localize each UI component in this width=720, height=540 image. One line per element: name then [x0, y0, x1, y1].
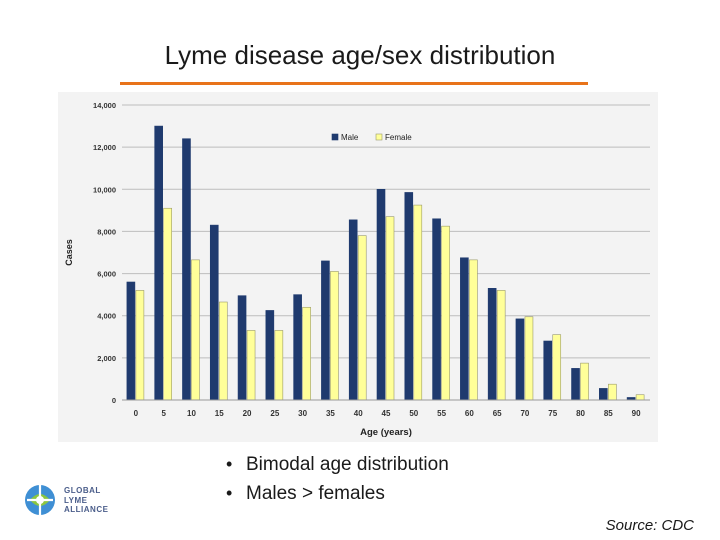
bullet-item: • Males > females	[226, 479, 449, 508]
bar-female	[469, 259, 478, 401]
legend-label: Male	[341, 133, 359, 142]
source-note: Source: CDC	[605, 517, 694, 534]
bar-male	[599, 388, 608, 401]
bar-female	[635, 394, 645, 401]
legend-label: Female	[385, 133, 412, 142]
bar-female	[191, 259, 200, 401]
bar-female	[413, 204, 423, 401]
logo-wordmark: GLOBAL LYME ALLIANCE	[64, 486, 108, 515]
x-tick-label: 80	[576, 409, 585, 418]
x-tick-label: 60	[465, 409, 474, 418]
bullet-list: • Bimodal age distribution • Males > fem…	[226, 450, 449, 508]
global-lyme-alliance-logo-icon	[25, 485, 55, 515]
bar-male	[348, 219, 358, 401]
bar-female	[580, 362, 589, 401]
bullet-text: Bimodal age distribution	[246, 454, 449, 475]
x-tick-label: 25	[270, 409, 279, 418]
x-tick-label: 20	[243, 409, 252, 418]
x-tick-label: 10	[187, 409, 196, 418]
bar-male	[543, 340, 553, 401]
bar-female	[330, 271, 339, 401]
bar-male	[404, 192, 414, 401]
bar-female	[552, 334, 562, 401]
x-tick-label: 40	[354, 409, 363, 418]
bar-male	[515, 318, 525, 401]
bar-male	[126, 281, 136, 401]
bar-male	[432, 218, 441, 401]
x-tick-label: 55	[437, 409, 446, 418]
bar-female	[385, 216, 395, 401]
y-tick-label: 2,000	[97, 354, 116, 363]
x-tick-label: 30	[298, 409, 307, 418]
x-tick-label: 35	[326, 409, 335, 418]
bullet-dot: •	[226, 483, 233, 503]
bar-female	[246, 330, 256, 401]
x-tick-label: 75	[548, 409, 557, 418]
y-tick-label: 14,000	[93, 101, 116, 110]
y-tick-label: 0	[112, 396, 116, 405]
bar-female	[608, 383, 617, 401]
bar-male	[293, 294, 302, 401]
x-tick-label: 90	[632, 409, 641, 418]
bar-male	[209, 224, 219, 401]
y-tick-label: 6,000	[97, 270, 116, 279]
y-tick-label: 8,000	[97, 227, 116, 236]
bar-male	[376, 188, 386, 401]
bar-female	[524, 316, 534, 401]
x-axis-label: Age (years)	[360, 427, 412, 438]
x-tick-label: 15	[215, 409, 224, 418]
bar-male	[487, 288, 497, 401]
bar-male	[460, 257, 469, 401]
bar-female	[218, 301, 228, 401]
x-tick-label: 0	[134, 409, 139, 418]
x-tick-label: 5	[161, 409, 166, 418]
logo-line: LYME	[64, 495, 88, 505]
slide-title: Lyme disease age/sex distribution	[164, 40, 556, 70]
bar-female	[357, 235, 367, 401]
legend-swatch	[375, 133, 383, 141]
bullet-item: • Bimodal age distribution	[226, 450, 449, 479]
bar-female	[441, 225, 450, 401]
bar-male	[182, 138, 191, 401]
x-tick-label: 85	[604, 409, 613, 418]
bar-male	[321, 260, 330, 401]
logo-line: GLOBAL	[64, 486, 101, 495]
bar-male	[154, 125, 163, 401]
logo-line: ALLIANCE	[64, 505, 109, 514]
bar-male	[571, 368, 580, 401]
y-tick-label: 4,000	[97, 312, 116, 321]
bar-female	[163, 207, 172, 401]
bar-female	[135, 290, 145, 401]
bar-chart: 0 2,000 4,000 6,000 8,000 10,000 12,000 14,000 C…	[64, 101, 650, 438]
x-tick-label: 65	[493, 409, 502, 418]
bar-male	[265, 310, 275, 401]
bar-female	[274, 330, 284, 401]
x-tick-label: 70	[520, 409, 529, 418]
title-underline	[120, 82, 588, 85]
y-tick-label: 12,000	[93, 143, 116, 152]
bar-female	[302, 306, 311, 401]
bullet-dot: •	[226, 454, 233, 474]
bar-female	[496, 290, 506, 401]
bullet-text: Males > females	[246, 483, 385, 504]
x-tick-label: 50	[409, 409, 418, 418]
y-tick-label: 10,000	[93, 185, 116, 194]
bar-male	[237, 295, 247, 401]
y-axis-label: Cases	[64, 239, 74, 266]
x-tick-label: 45	[382, 409, 391, 418]
legend-swatch	[331, 133, 339, 141]
